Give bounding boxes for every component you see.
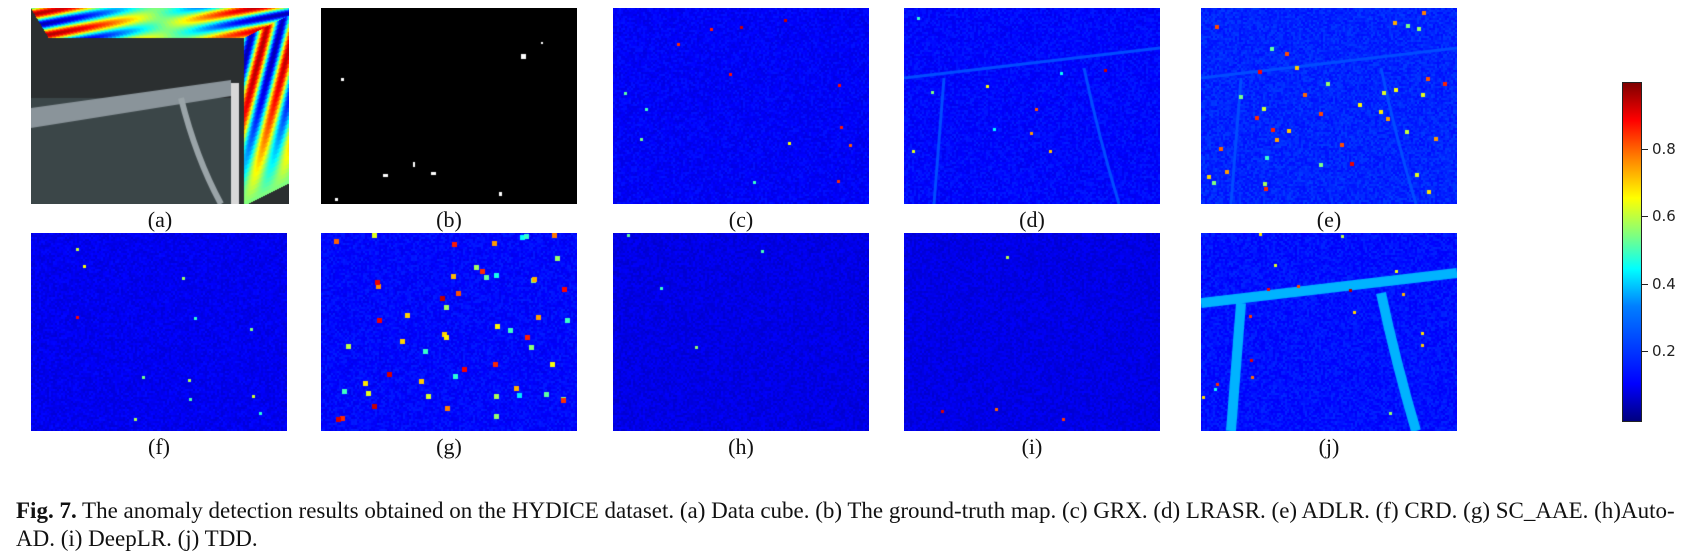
colorbar-label-0-6: 0.6 <box>1652 207 1676 225</box>
ground-truth-image <box>321 8 577 204</box>
panel-label-e: (e) <box>1316 207 1342 232</box>
panel-g-sc-aae <box>321 233 577 431</box>
panel-label-b: (b) <box>436 207 462 232</box>
panel-d-lrasr <box>904 8 1160 204</box>
panel-label-i: (i) <box>1021 434 1043 459</box>
panel-label-j: (j) <box>1318 434 1340 459</box>
panel-e-adlr <box>1201 8 1457 204</box>
colorbar-label-0-8: 0.8 <box>1652 140 1676 158</box>
tdd-map <box>1201 233 1457 431</box>
panel-i-deeplr <box>904 233 1160 431</box>
panel-label-c: (c) <box>728 207 754 232</box>
panel-label-a: (a) <box>147 207 173 232</box>
panel-label-d: (d) <box>1019 207 1045 232</box>
colorbar-tick-0-6 <box>1642 216 1648 217</box>
data-cube-image <box>31 8 289 204</box>
sc-aae-map <box>321 233 577 431</box>
adlr-map <box>1201 8 1457 204</box>
panel-label-g: (g) <box>436 434 462 459</box>
colorbar-tick-0-8 <box>1642 149 1648 150</box>
panel-j-tdd <box>1201 233 1457 431</box>
deeplr-map <box>904 233 1160 431</box>
panel-a-data-cube <box>31 8 289 204</box>
colorbar-tick-0-2 <box>1642 351 1648 352</box>
panel-label-f: (f) <box>148 434 170 459</box>
figure-caption: Fig. 7. The anomaly detection results ob… <box>16 497 1681 553</box>
panel-b-ground-truth <box>321 8 577 204</box>
caption-text: The anomaly detection results obtained o… <box>16 498 1675 551</box>
crd-map <box>31 233 287 431</box>
grx-map <box>613 8 869 204</box>
panel-c-grx <box>613 8 869 204</box>
auto-ad-map <box>613 233 869 431</box>
panel-h-auto-ad <box>613 233 869 431</box>
colorbar-tick-0-4 <box>1642 284 1648 285</box>
lrasr-map <box>904 8 1160 204</box>
colorbar-label-0-2: 0.2 <box>1652 342 1676 360</box>
figure-label: Fig. 7. <box>16 498 77 523</box>
panel-label-h: (h) <box>728 434 754 459</box>
colorbar-label-0-4: 0.4 <box>1652 275 1676 293</box>
panel-f-crd <box>31 233 287 431</box>
colorbar <box>1622 82 1642 422</box>
